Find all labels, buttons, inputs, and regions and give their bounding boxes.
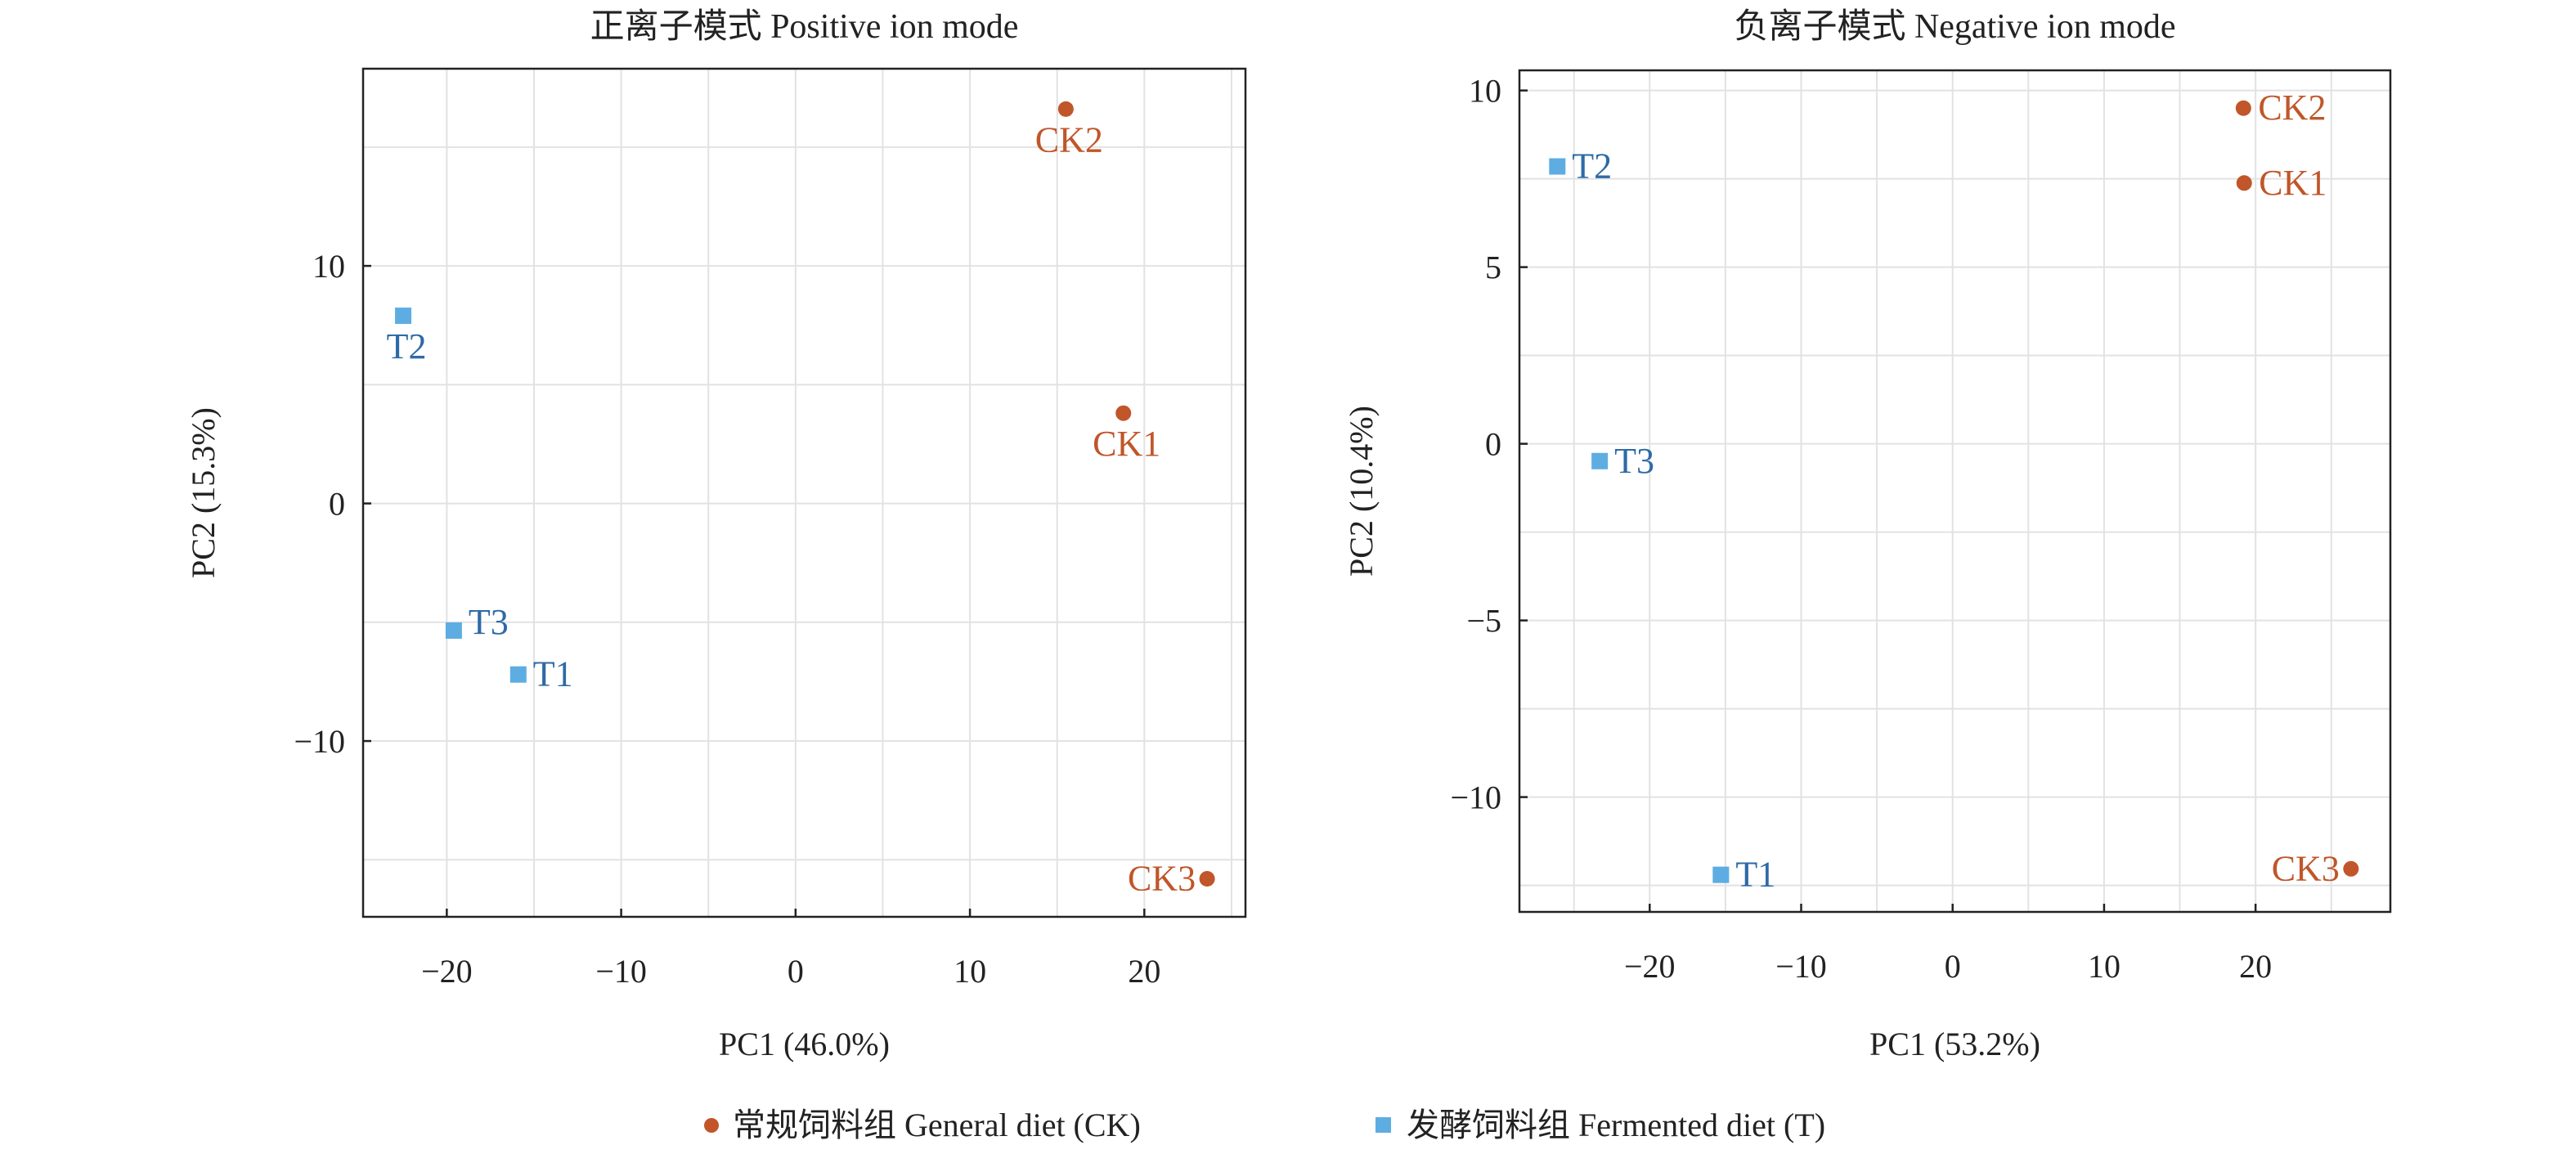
x-tick-label: 0 — [1945, 948, 1961, 985]
ck-point-CK3 — [2343, 860, 2359, 877]
point-label: T2 — [387, 326, 427, 366]
point-label: CK3 — [2272, 848, 2340, 888]
x-tick-label: −20 — [421, 953, 473, 990]
t-point-T2 — [1549, 158, 1566, 175]
legend-ck-marker — [704, 1118, 719, 1133]
x-tick-label: 10 — [2088, 948, 2120, 985]
ck-point-CK2 — [2235, 100, 2251, 116]
x-tick-label: −10 — [1775, 948, 1827, 985]
plot-frame — [1518, 69, 2392, 914]
t-point-T3 — [1591, 452, 1609, 469]
point-label: T2 — [1572, 146, 1612, 186]
ck-point-CK1 — [1115, 405, 1132, 421]
positive-ion-panel: −20 −10 0 10 20 −10 0 10 正离子模式 Positive ion mode… — [185, 7, 1247, 1062]
ck-point-CK1 — [2236, 175, 2252, 191]
point-label: CK3 — [1128, 859, 1196, 899]
t-point-T1 — [1712, 866, 1730, 883]
y-tick-label: 10 — [1469, 73, 1501, 110]
y-tick-label: −10 — [1450, 779, 1501, 816]
y-tick-label: 5 — [1485, 249, 1501, 286]
legend-t-label: 发酵饲料组 Fermented diet (T) — [1407, 1107, 1825, 1143]
plot-frame — [361, 67, 1247, 918]
x-tick-label: 0 — [788, 953, 804, 990]
y-tick-label: −5 — [1466, 603, 1501, 640]
legend: 常规饲料组 General diet (CK) 发酵饲料组 Fermented … — [704, 1107, 1825, 1143]
ck-point-CK2 — [1057, 101, 1074, 117]
x-tick-label: −10 — [595, 953, 647, 990]
negative-ion-panel: −20 −10 0 10 20 −10 −5 0 5 10 负离子模式 Negative ion m… — [1343, 7, 2392, 1062]
legend-t-marker — [1376, 1117, 1391, 1133]
y-tick-label: 0 — [329, 486, 345, 523]
y-axis-label: PC2 (15.3%) — [185, 407, 222, 578]
point-label: CK2 — [1035, 119, 1103, 159]
ck-point-CK3 — [1199, 871, 1215, 887]
point-label: T3 — [1614, 441, 1654, 481]
t-point-T2 — [395, 308, 412, 325]
point-label: T1 — [1735, 855, 1775, 895]
y-tick-label: 0 — [1485, 426, 1501, 463]
x-axis-label: PC1 (46.0%) — [719, 1026, 890, 1062]
y-tick-label: 10 — [312, 248, 345, 285]
x-tick-label: 10 — [954, 953, 986, 990]
chart-title: 负离子模式 Negative ion mode — [1734, 7, 2175, 46]
y-tick-label: −10 — [294, 723, 345, 760]
point-label: T3 — [469, 602, 509, 642]
x-axis-label: PC1 (53.2%) — [1869, 1026, 2040, 1062]
x-tick-label: 20 — [1128, 953, 1160, 990]
y-axis-label: PC2 (10.4%) — [1343, 406, 1380, 577]
legend-ck-label: 常规饲料组 General diet (CK) — [733, 1107, 1141, 1143]
point-label: CK2 — [2258, 88, 2326, 128]
chart-title: 正离子模式 Positive ion mode — [590, 7, 1019, 46]
x-tick-label: 20 — [2239, 948, 2272, 985]
point-label: T1 — [533, 654, 573, 694]
point-label: CK1 — [1093, 424, 1160, 464]
t-point-T1 — [509, 666, 527, 683]
t-point-T3 — [445, 622, 462, 639]
x-tick-label: −20 — [1624, 948, 1676, 985]
point-label: CK1 — [2259, 163, 2327, 203]
